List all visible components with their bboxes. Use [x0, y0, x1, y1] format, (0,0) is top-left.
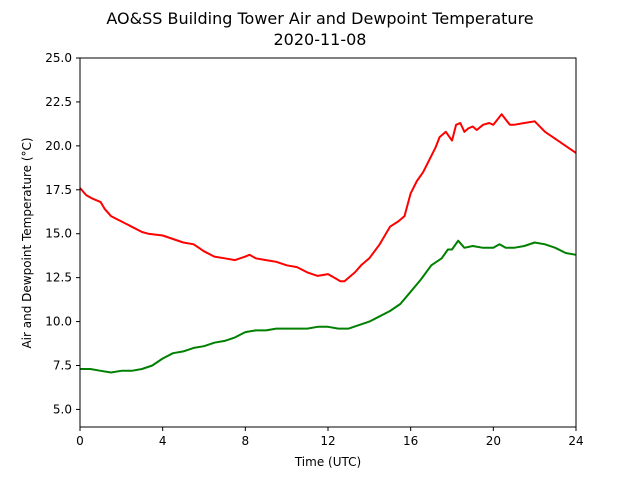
- x-axis: 0 4 8 12 16 20 24: [76, 427, 584, 448]
- y-tick-label: 12.5: [45, 271, 72, 285]
- x-axis-label: Time (UTC): [294, 455, 361, 469]
- y-axis-label: Air and Dewpoint Temperature (°C): [20, 137, 34, 348]
- chart-subtitle: 2020-11-08: [274, 30, 367, 49]
- x-tick-label: 8: [242, 434, 250, 448]
- air-temperature-line: [79, 113, 577, 283]
- x-tick-label: 24: [568, 434, 583, 448]
- x-tick-label: 0: [76, 434, 84, 448]
- plot-series: [79, 113, 577, 374]
- x-tick-label: 12: [320, 434, 335, 448]
- y-axis: 5.0 7.5 10.0 12.5 15.0 17.5 20.0 22.5 25.0: [45, 51, 80, 416]
- y-tick-label: 20.0: [45, 139, 72, 153]
- y-tick-label: 17.5: [45, 183, 72, 197]
- x-tick-label: 4: [159, 434, 167, 448]
- y-tick-label: 7.5: [53, 359, 72, 373]
- y-tick-label: 25.0: [45, 51, 72, 65]
- y-tick-label: 5.0: [53, 402, 72, 416]
- y-tick-label: 15.0: [45, 227, 72, 241]
- chart-title: AO&SS Building Tower Air and Dewpoint Te…: [106, 9, 533, 28]
- x-tick-label: 20: [486, 434, 501, 448]
- y-tick-label: 22.5: [45, 95, 72, 109]
- dewpoint-temperature-line: [80, 239, 577, 374]
- y-tick-label: 10.0: [45, 315, 72, 329]
- x-tick-label: 16: [403, 434, 418, 448]
